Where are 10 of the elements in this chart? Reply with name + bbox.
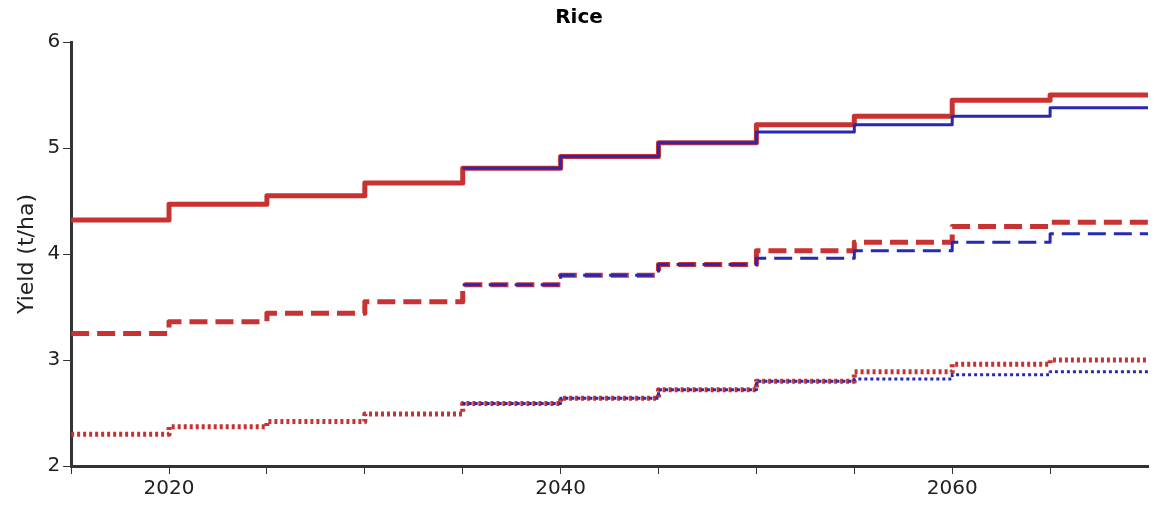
y-tick-label: 4 (47, 240, 61, 265)
y-tick-label: 3 (47, 346, 61, 371)
y-tick-label: 2 (47, 452, 61, 477)
x-tick-label: 2020 (143, 475, 195, 500)
y-tick-label: 6 (47, 28, 61, 53)
chart-title: Rice (555, 4, 603, 29)
y-tick-label: 5 (47, 134, 61, 159)
x-tick-label: 2060 (926, 475, 978, 500)
y-axis-title: Yield (t/ha) (12, 193, 38, 316)
x-tick-label: 2040 (535, 475, 587, 500)
